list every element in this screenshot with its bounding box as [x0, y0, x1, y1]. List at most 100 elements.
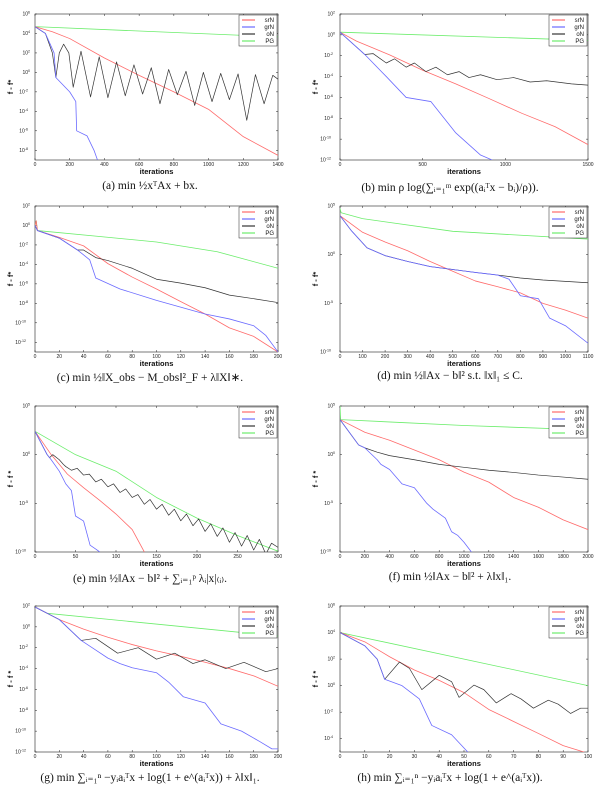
x-tick-label: 400 [100, 162, 109, 168]
y-axis-label: f - f * [6, 471, 15, 488]
x-axis-label: iterations [140, 559, 174, 568]
x-tick-label: 200 [274, 754, 283, 760]
legend-label-PG: PG [265, 231, 274, 237]
y-tick-label: 10-4 [19, 108, 28, 115]
series-line-srN [340, 632, 586, 752]
x-axis-label: iterations [447, 559, 481, 568]
y-tick-exponent: -5 [330, 500, 333, 504]
y-tick-exponent: 0 [333, 31, 335, 35]
caption-f: (f) min ½‖Ax − b‖² + λ‖x‖₁. [388, 571, 512, 583]
x-tick-label: 1400 [508, 554, 519, 560]
legend-label-grN: grN [264, 417, 274, 423]
series-group [340, 208, 588, 344]
y-tick-exponent: -10 [326, 136, 331, 140]
y-tick-label: 10-6 [19, 686, 28, 693]
y-tick-label: 100 [327, 251, 335, 258]
y-axis-label: f - f* [311, 80, 320, 95]
x-tick-label: 200 [361, 554, 370, 560]
subplot-h: 0 10 20 30 40 50 60 70 80 90 100 106 104 102 100 10-2 10… [300, 598, 600, 796]
y-tick-exponent: 2 [333, 11, 335, 15]
y-tick-exponent: 0 [333, 251, 335, 255]
y-tick-label: 102 [327, 11, 335, 18]
x-tick-label: 0 [34, 554, 37, 560]
x-axis-label: iterations [447, 167, 481, 176]
x-tick-label: 0 [34, 354, 37, 360]
y-tick-label: 10-8 [19, 147, 28, 154]
y-tick-exponent: -8 [25, 707, 28, 711]
y-tick-exponent: -2 [25, 88, 28, 92]
y-tick-exponent: -6 [25, 280, 28, 284]
legend-label-oN: oN [266, 424, 274, 430]
x-tick-label: 500 [449, 354, 458, 360]
series-line-grN [340, 215, 588, 344]
legend-label-PG: PG [575, 231, 584, 237]
y-tick-label: 100 [22, 222, 30, 229]
y-axis-label: f - f * [311, 471, 320, 488]
y-tick-label: 10-2 [324, 709, 333, 716]
subplot-b: 0 500 1000 1500 102 100 10-2 10-4 10-6 10-8 10-10 1… [300, 0, 600, 198]
x-tick-label: 70 [511, 754, 517, 760]
legend-label-srN: srN [265, 410, 274, 416]
plot-area [34, 13, 279, 161]
plot-area [34, 605, 279, 753]
series-line-PG [340, 31, 588, 41]
legend-label-grN: grN [574, 617, 584, 623]
y-tick-exponent: 2 [28, 203, 30, 207]
y-tick-label: 102 [327, 656, 335, 663]
y-tick-exponent: -5 [25, 500, 28, 504]
y-tick-exponent: 6 [333, 603, 335, 607]
y-tick-exponent: 5 [333, 203, 335, 207]
y-tick-exponent: -2 [25, 644, 28, 648]
x-tick-label: 180 [250, 354, 259, 360]
y-tick-label: 100 [327, 682, 335, 689]
legend-label-srN: srN [265, 610, 274, 616]
series-group [340, 406, 588, 552]
y-tick-exponent: -6 [25, 686, 28, 690]
x-tick-label: 1800 [558, 554, 569, 560]
y-tick-exponent: -5 [330, 300, 333, 304]
y-tick-exponent: -2 [330, 709, 333, 713]
x-tick-label: 200 [381, 354, 390, 360]
series-group [35, 26, 278, 160]
x-tick-label: 160 [225, 754, 234, 760]
x-tick-label: 80 [536, 754, 542, 760]
plot-area [339, 605, 589, 753]
y-tick-label: 10-10 [15, 549, 26, 556]
x-tick-label: 120 [177, 754, 186, 760]
x-tick-label: 180 [250, 754, 259, 760]
legend-label-grN: grN [264, 217, 274, 223]
plot-area [34, 405, 279, 553]
x-tick-label: 60 [486, 754, 492, 760]
x-tick-label: 800 [516, 354, 525, 360]
y-tick-exponent: -4 [25, 261, 28, 265]
x-tick-label: 1000 [500, 162, 511, 168]
y-tick-exponent: 2 [28, 49, 30, 53]
x-axis-label: iterations [140, 167, 174, 176]
x-tick-label: 600 [410, 554, 419, 560]
y-tick-label: 105 [22, 403, 30, 410]
y-tick-exponent: -2 [25, 241, 28, 245]
y-tick-label: 105 [327, 203, 335, 210]
caption-h: (h) min ∑ᵢ₌₁ⁿ −yᵢaᵢᵀx + log(1 + e^(aᵢᵀx)… [357, 772, 543, 784]
x-tick-label: 80 [129, 754, 135, 760]
legend-label-srN: srN [575, 410, 584, 416]
x-tick-label: 40 [81, 754, 87, 760]
legend-label-oN: oN [576, 224, 584, 230]
x-tick-label: 200 [66, 162, 75, 168]
series-group [35, 606, 278, 750]
legend-label-grN: grN [264, 25, 274, 31]
x-tick-label: 0 [34, 754, 37, 760]
y-tick-label: 10-12 [15, 749, 26, 756]
y-tick-label: 10-10 [15, 728, 26, 735]
legend-label-srN: srN [575, 610, 584, 616]
y-tick-exponent: 0 [333, 451, 335, 455]
y-tick-exponent: -12 [21, 749, 26, 753]
y-tick-exponent: 6 [28, 11, 30, 15]
x-tick-label: 0 [339, 754, 342, 760]
legend-label-PG: PG [575, 39, 584, 45]
y-axis-label: f - f* [6, 80, 15, 95]
chart-d: 0 100 200 300 400 500 600 700 800 900 1000 11001051… [311, 203, 594, 369]
x-axis-label: iterations [140, 759, 174, 768]
